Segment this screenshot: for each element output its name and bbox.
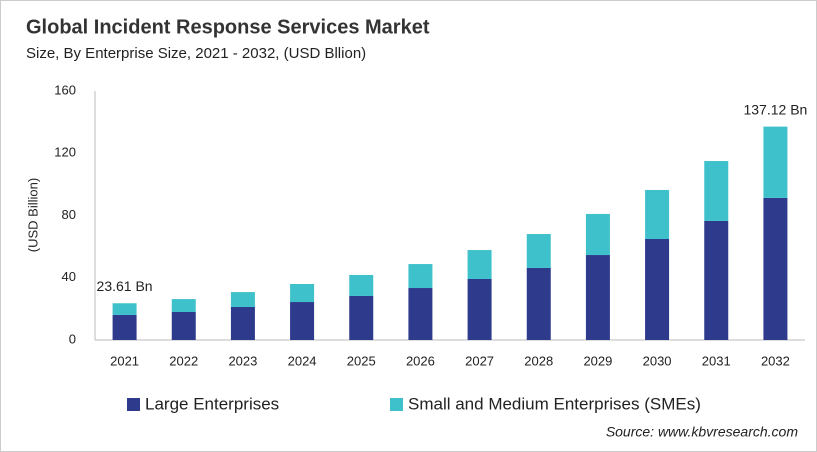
y-tick-label: 160 xyxy=(54,82,76,97)
x-tick-label: 2024 xyxy=(288,353,317,368)
x-tick-label: 2021 xyxy=(110,353,139,368)
bar-segment xyxy=(230,292,255,308)
y-tick-label: 120 xyxy=(54,145,76,160)
bar-segment xyxy=(349,295,374,340)
bar-segment xyxy=(290,283,315,303)
source: Source: www.kbvresearch.com xyxy=(606,424,799,440)
y-axis-label: (USD Billion) xyxy=(25,178,40,252)
annotation: 23.61 Bn xyxy=(97,278,153,294)
chart-title: Global Incident Response Services Market xyxy=(26,16,430,38)
bar-segment xyxy=(230,307,255,340)
bar-segment xyxy=(763,126,788,198)
bar-segment xyxy=(585,255,610,340)
x-tick-label: 2027 xyxy=(465,353,494,368)
x-tick-label: 2032 xyxy=(761,353,790,368)
legend-swatch xyxy=(390,398,403,411)
x-tick-label: 2028 xyxy=(524,353,553,368)
annotation: 137.12 Bn xyxy=(743,101,807,117)
bar-segment xyxy=(763,197,788,340)
bar-segment xyxy=(645,189,670,239)
bar-segment xyxy=(467,278,492,340)
bar-segment xyxy=(408,288,433,340)
y-tick-label: 0 xyxy=(69,331,76,346)
bar-segment xyxy=(112,314,137,340)
bar-segment xyxy=(645,238,670,340)
x-tick-label: 2025 xyxy=(347,353,376,368)
bar-segment xyxy=(704,220,729,340)
bar-segment xyxy=(112,303,137,315)
legend-label: Small and Medium Enterprises (SMEs) xyxy=(408,394,701,413)
bar-segment xyxy=(585,213,610,256)
x-tick-label: 2030 xyxy=(643,353,672,368)
bar-segment xyxy=(171,311,196,340)
x-tick-label: 2022 xyxy=(169,353,198,368)
x-tick-label: 2026 xyxy=(406,353,435,368)
bar-segment xyxy=(171,299,196,312)
bar-segment xyxy=(467,250,492,279)
y-tick-label: 40 xyxy=(62,269,76,284)
x-tick-label: 2023 xyxy=(228,353,257,368)
bar-segment xyxy=(526,267,551,340)
bar-segment xyxy=(526,234,551,268)
legend-label: Large Enterprises xyxy=(145,394,279,413)
y-tick-label: 80 xyxy=(62,207,76,222)
bar-segment xyxy=(290,302,315,340)
x-tick-label: 2031 xyxy=(702,353,731,368)
x-tick-label: 2029 xyxy=(583,353,612,368)
bar-segment xyxy=(704,161,729,221)
legend-swatch xyxy=(127,398,140,411)
bar-segment xyxy=(349,274,374,296)
bar-segment xyxy=(408,264,433,289)
chart-subtitle: Size, By Enterprise Size, 2021 - 2032, (… xyxy=(26,45,366,62)
